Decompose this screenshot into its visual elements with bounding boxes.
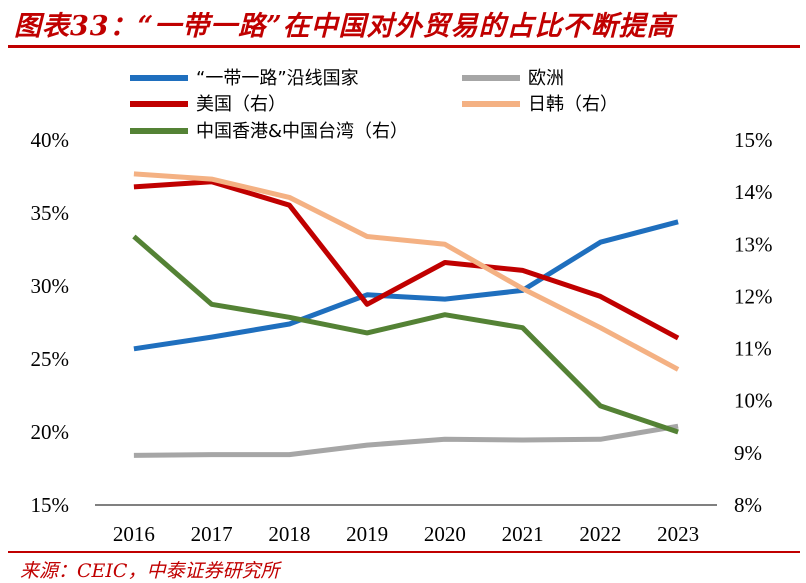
- series-line-0: [133, 219, 679, 352]
- legend-label: “一带一路”沿线国家: [196, 68, 359, 89]
- y-left-tick-label: 15%: [31, 493, 70, 517]
- series-lines: [132, 171, 680, 458]
- y-right-tick-label: 14%: [734, 180, 773, 204]
- x-tick-label: 2019: [346, 522, 388, 546]
- source-rule: [8, 551, 800, 553]
- y-left-tick-label: 35%: [31, 201, 70, 225]
- series-line-4: [132, 234, 679, 435]
- series-line-2: [133, 179, 680, 341]
- x-tick-label: 2017: [191, 522, 233, 546]
- x-tick-label: 2022: [579, 522, 621, 546]
- y-right-tick-label: 10%: [734, 389, 773, 413]
- x-tick-label: 2020: [424, 522, 466, 546]
- x-tick-label: 2023: [657, 522, 699, 546]
- axes: 15% 20% 25% 30% 35% 40% 8% 9% 10% 11% 12% 13% 14% 15%…: [31, 128, 773, 546]
- series-line-1: [133, 423, 679, 458]
- series-line-3: [133, 171, 680, 372]
- title-rule: [8, 45, 800, 48]
- y-left-tick-label: 20%: [31, 420, 70, 444]
- x-tick-label: 2018: [268, 522, 310, 546]
- y-right-tick-label: 13%: [734, 232, 773, 256]
- y-left-tick-label: 25%: [31, 347, 70, 371]
- source-note: 来源：CEIC，中泰证券研究所: [20, 560, 280, 582]
- y-right-tick-label: 11%: [734, 337, 772, 361]
- y-left-tick-label: 40%: [31, 128, 70, 152]
- x-tick-label: 2021: [502, 522, 544, 546]
- legend-label: 中国香港&中国台湾（右）: [196, 121, 408, 142]
- y-left-tick-label: 30%: [31, 274, 70, 298]
- y-right-tick-label: 12%: [734, 284, 773, 308]
- y-right-tick-label: 8%: [734, 493, 762, 517]
- x-tick-label: 2016: [113, 522, 155, 546]
- y-right-tick-label: 9%: [734, 441, 762, 465]
- y-right-tick-label: 15%: [734, 128, 773, 152]
- legend-label: 日韩（右）: [528, 94, 618, 115]
- legend-label: 欧洲: [528, 68, 564, 89]
- chart-title: 图表33：“一带一路”在中国对外贸易的占比不断提高: [14, 11, 675, 42]
- legend-label: 美国（右）: [196, 94, 286, 115]
